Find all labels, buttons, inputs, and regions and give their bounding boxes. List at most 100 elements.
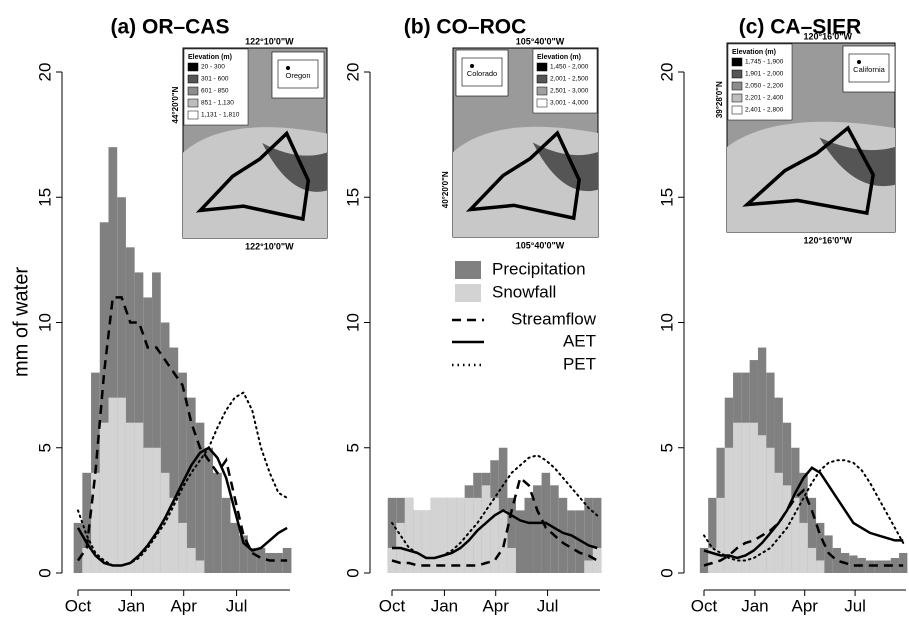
bar [160,322,170,573]
bar [716,497,725,573]
inset-legend-label: 2,001 - 2,500 [550,76,589,83]
bar [421,510,431,573]
inset-map: Elevation (m) 1,745 - 1,900 1,901 - 2,000 2… [715,31,896,245]
bar [592,497,602,573]
bar [186,547,196,573]
panel-title: (a) OR–CAS [110,16,229,39]
bar [152,272,161,573]
inset-legend-label: 851 - 1,130 [201,100,234,107]
y-tick-label: 5 [35,443,54,452]
series-line [391,454,599,559]
series-line [703,466,904,560]
legend-label: Precipitation [492,259,586,278]
legend-swatch [455,261,481,279]
inset-legend-swatch [187,74,199,84]
inset-legend-swatch [731,69,743,79]
panel-title: (c) CA–SIER [739,16,862,39]
x-tick-label: Oct [691,596,718,615]
state-box [271,51,325,99]
bar [473,497,482,573]
bar [832,547,841,573]
y-tick-label: 0 [35,568,54,577]
latitude: 44°20'0"N [171,86,180,123]
state-shape [461,57,503,87]
series-line [703,459,905,562]
bar [699,547,709,573]
inset-map: Elevation (m) 20 - 300 301 - 600 601 - 850 8… [171,36,328,251]
bar [143,297,153,573]
bar [524,497,534,573]
bar [387,497,397,573]
y-tick-label: 5 [343,443,362,452]
bar [125,247,135,573]
inset-legend-swatch [187,98,199,108]
y-tick-label: 15 [35,188,54,207]
bar [404,497,414,573]
bar [849,555,858,573]
bar [213,472,222,573]
bar [125,422,135,573]
y-tick-label: 10 [657,313,676,332]
inset-legend-label: 301 - 600 [201,76,229,83]
inset-legend-label: 2,401 - 2,800 [745,107,784,114]
bar [749,422,758,573]
bar [807,497,817,573]
bar [178,372,187,573]
bar [741,422,750,573]
x-tick-label: Jan [118,596,145,615]
bar [490,497,499,573]
watershed-outline [742,125,875,216]
legend-label: PET [563,354,596,373]
bar [430,497,440,573]
bar [178,522,187,573]
legend-swatch [455,284,481,302]
terrain-dark [262,143,327,192]
bar [766,447,775,573]
bar [799,522,808,573]
inset-map: Elevation (m) 1,450 - 2,000 2,001 - 2,500 2… [441,36,599,250]
bar [256,547,266,573]
location-dot [470,64,474,68]
state-label: Colorado [467,69,497,78]
bar [82,472,92,573]
bar [567,510,576,573]
bar [134,422,144,573]
x-tick-label: Oct [379,596,406,615]
inset-legend-label: 3,001 - 4,000 [550,100,589,107]
y-tick-label: 10 [343,313,362,332]
inset-legend-swatch [731,105,743,115]
series-line [703,488,904,567]
series-line [77,391,289,567]
inset-legend-label: 1,745 - 1,900 [745,59,784,66]
inset-legend-label: 2,201 - 2,400 [745,95,784,102]
bar [195,422,205,573]
legend-label: AET [563,331,596,350]
y-tick-label: 0 [343,568,362,577]
state-box [455,49,509,97]
bar [387,547,397,573]
inset-legend-label: 20 - 300 [201,64,225,71]
x-tick-label: Jul [226,596,248,615]
bar [117,197,126,573]
bar [221,497,231,573]
bar [413,510,422,573]
bar [82,547,92,573]
state-shape [848,53,890,83]
bar [724,447,734,573]
inset-legend-swatch [731,57,743,67]
inset-legend-label: 2,501 - 3,000 [550,88,589,95]
bar [230,522,240,573]
bar [456,497,465,573]
bar [108,397,118,573]
inset-legend-label: 1,131 - 1,810 [201,112,240,119]
x-tick-label: Jan [741,596,768,615]
bar [807,547,817,573]
bar [73,522,83,573]
latitude: 40°20'0"N [441,171,450,208]
x-tick-label: Jan [431,596,458,615]
y-axis-label: mm of water [10,267,32,377]
y-tick-label: 10 [35,313,54,332]
inset-legend-swatch [536,62,548,72]
bar [498,510,508,573]
